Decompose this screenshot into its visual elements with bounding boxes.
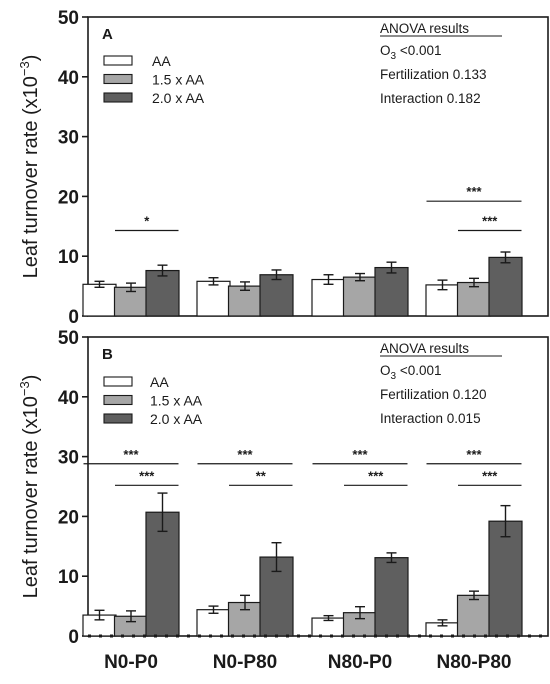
bar bbox=[488, 520, 523, 637]
y-tick-label: 20 bbox=[58, 507, 79, 528]
legend-swatch bbox=[103, 394, 133, 406]
panel-letter: B bbox=[102, 346, 113, 363]
y-tick-label: 0 bbox=[68, 627, 79, 648]
significance-label: *** bbox=[368, 468, 384, 483]
panel-letter: A bbox=[102, 26, 113, 43]
y-tick-label: 40 bbox=[58, 68, 79, 89]
panel-b: 0 10 20 30 40 50 Leaf turnover rate (x10−3) B **… bbox=[17, 328, 549, 648]
y-tick-label: 10 bbox=[58, 247, 79, 268]
y-tick-label: 20 bbox=[58, 187, 79, 208]
y-tick-label: 50 bbox=[58, 328, 79, 349]
legend-swatch bbox=[103, 73, 133, 85]
significance-label: *** bbox=[466, 184, 482, 199]
legend-label: 2.0 x AA bbox=[150, 411, 203, 427]
category-label: N0-P80 bbox=[213, 652, 277, 673]
y-tick-label: 0 bbox=[68, 307, 79, 328]
bar bbox=[196, 280, 231, 317]
bar bbox=[456, 594, 492, 637]
y-tick-label: 30 bbox=[58, 128, 79, 149]
bar bbox=[374, 266, 409, 317]
bar bbox=[374, 557, 409, 637]
bar bbox=[82, 283, 117, 317]
legend-swatch bbox=[103, 92, 133, 103]
y-axis-label: Leaf turnover rate (x10−3) bbox=[17, 375, 42, 599]
bar bbox=[311, 278, 346, 317]
bar bbox=[259, 274, 294, 317]
legend-label: 1.5 x AA bbox=[152, 72, 205, 88]
significance-label: *** bbox=[237, 447, 253, 462]
y-tick-label: 40 bbox=[58, 388, 79, 409]
y-tick-label: 50 bbox=[58, 8, 79, 29]
significance-label: *** bbox=[466, 447, 482, 462]
significance-label: *** bbox=[482, 213, 498, 228]
category-label: N80-P80 bbox=[437, 652, 512, 673]
legend-label: 1.5 x AA bbox=[150, 393, 203, 409]
bar bbox=[342, 276, 378, 317]
anova-fertilization: Fertilization 0.133 bbox=[380, 67, 487, 82]
anova-title: ANOVA results bbox=[380, 341, 469, 356]
anova-title: ANOVA results bbox=[380, 21, 469, 36]
bar bbox=[456, 281, 492, 317]
legend-label: AA bbox=[150, 374, 169, 390]
significance-label: * bbox=[144, 213, 150, 228]
significance-label: *** bbox=[123, 447, 139, 462]
legend-swatch bbox=[103, 376, 133, 387]
significance-label: *** bbox=[482, 468, 498, 483]
legend-label: 2.0 x AA bbox=[152, 90, 205, 106]
bar bbox=[488, 256, 523, 317]
bar bbox=[145, 269, 180, 317]
bar bbox=[196, 609, 231, 637]
y-tick-label: 30 bbox=[58, 448, 79, 469]
anova-interaction: Interaction 0.015 bbox=[380, 411, 481, 426]
anova-fertilization: Fertilization 0.120 bbox=[380, 387, 487, 402]
anova-o3: O3 <0.001 bbox=[380, 43, 442, 62]
significance-label: *** bbox=[139, 468, 155, 483]
significance-label: ** bbox=[256, 468, 267, 483]
legend-label: AA bbox=[152, 53, 171, 69]
anova-interaction: Interaction 0.182 bbox=[380, 91, 481, 106]
legend-swatch bbox=[103, 413, 133, 424]
category-label: N80-P0 bbox=[328, 652, 392, 673]
y-axis-label: Leaf turnover rate (x10−3) bbox=[17, 55, 42, 279]
category-label: N0-P0 bbox=[104, 652, 158, 673]
significance-label: *** bbox=[352, 447, 368, 462]
y-tick-label: 10 bbox=[58, 567, 79, 588]
anova-o3: O3 <0.001 bbox=[380, 363, 442, 382]
legend-swatch bbox=[103, 55, 133, 66]
